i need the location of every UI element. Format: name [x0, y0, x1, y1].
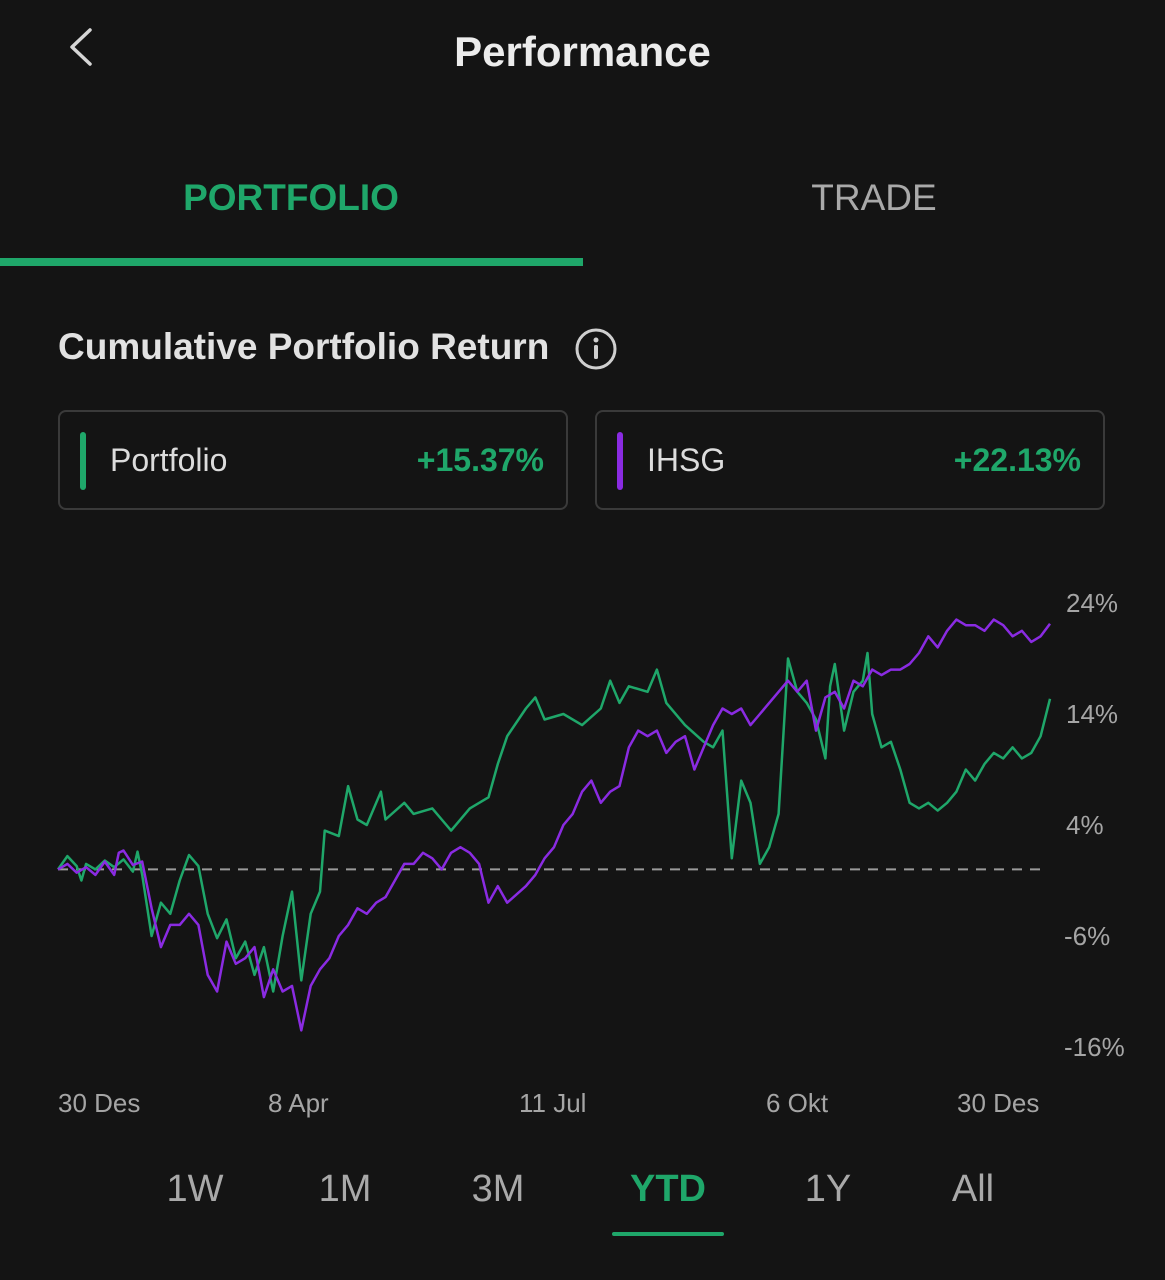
x-tick-label: 11 Jul: [519, 1088, 586, 1118]
x-tick-label: 30 Des: [58, 1088, 140, 1118]
x-tick-label: 6 Okt: [766, 1088, 829, 1118]
section-title: Cumulative Portfolio Return: [58, 326, 550, 367]
tab-active-indicator: [0, 258, 583, 266]
legend-color-portfolio: [80, 432, 86, 490]
period-selector: 1W 1M 3M YTD 1Y All: [0, 1160, 1165, 1250]
y-tick-label: 24%: [1066, 588, 1118, 618]
period-3m[interactable]: 3M: [471, 1168, 525, 1210]
period-all[interactable]: All: [951, 1168, 995, 1210]
series-layer: [56, 618, 1052, 1032]
return-chart[interactable]: 24%14%4%-6%-16% 30 Des 8 Apr 11 Jul 6 Okt 30…: [0, 560, 1165, 1140]
header: Performance: [0, 0, 1165, 110]
x-axis-ticks: 30 Des 8 Apr 11 Jul 6 Okt 30 Des: [58, 1088, 1039, 1118]
series-line-portfolio: [56, 651, 1052, 993]
info-icon[interactable]: [574, 327, 618, 371]
y-tick-label: 14%: [1066, 699, 1118, 729]
tab-bar: PORTFOLIO TRADE: [0, 150, 1165, 270]
period-1m[interactable]: 1M: [318, 1168, 372, 1210]
y-tick-label: 4%: [1066, 810, 1104, 840]
period-active-indicator: [612, 1232, 724, 1236]
page-title: Performance: [454, 28, 711, 75]
legend-name: IHSG: [647, 442, 726, 478]
period-1y[interactable]: 1Y: [804, 1168, 852, 1210]
chevron-left-icon[interactable]: [60, 22, 110, 72]
y-tick-label: -6%: [1064, 921, 1110, 951]
legend-name: Portfolio: [110, 442, 228, 478]
legend-card-portfolio: Portfolio +15.37%: [58, 410, 568, 510]
x-tick-label: 8 Apr: [268, 1088, 329, 1118]
legend-card-ihsg: IHSG +22.13%: [595, 410, 1105, 510]
x-tick-label: 30 Des: [957, 1088, 1039, 1118]
tab-portfolio[interactable]: PORTFOLIO: [183, 177, 399, 218]
legend-value: +15.37%: [416, 442, 544, 478]
y-tick-label: -16%: [1064, 1032, 1125, 1062]
tab-trade[interactable]: TRADE: [811, 177, 937, 218]
legend-color-ihsg: [617, 432, 623, 490]
series-line-ihsg: [57, 618, 1051, 1032]
period-1w[interactable]: 1W: [166, 1168, 224, 1210]
period-ytd[interactable]: YTD: [630, 1168, 706, 1210]
y-axis-ticks: 24% 14% 4% -6% -16%: [1064, 588, 1125, 1062]
legend-value: +22.13%: [953, 442, 1081, 478]
